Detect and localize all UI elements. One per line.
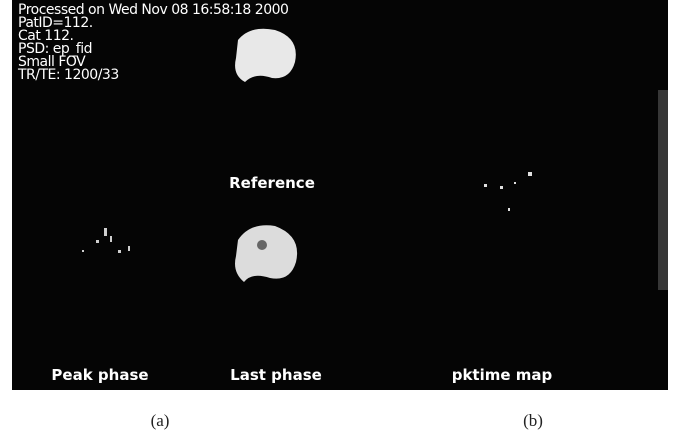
- panel-label: Last phase: [230, 366, 322, 384]
- panel-label: Peak phase: [51, 366, 148, 384]
- image-panel: [12, 0, 668, 390]
- last-phase-detail: [257, 240, 267, 250]
- reference-image: [235, 29, 296, 82]
- figure: Processed on Wed Nov 08 16:58:18 2000 Pa…: [0, 0, 678, 435]
- caption: (a): [151, 411, 170, 430]
- header-line: TR/TE: 1200/33: [17, 67, 119, 83]
- edge-noise: [658, 90, 668, 290]
- panel-label: pktime map: [452, 366, 553, 384]
- caption: (b): [523, 411, 543, 430]
- last-phase-image: [235, 225, 297, 282]
- panel-label: Reference: [229, 174, 315, 192]
